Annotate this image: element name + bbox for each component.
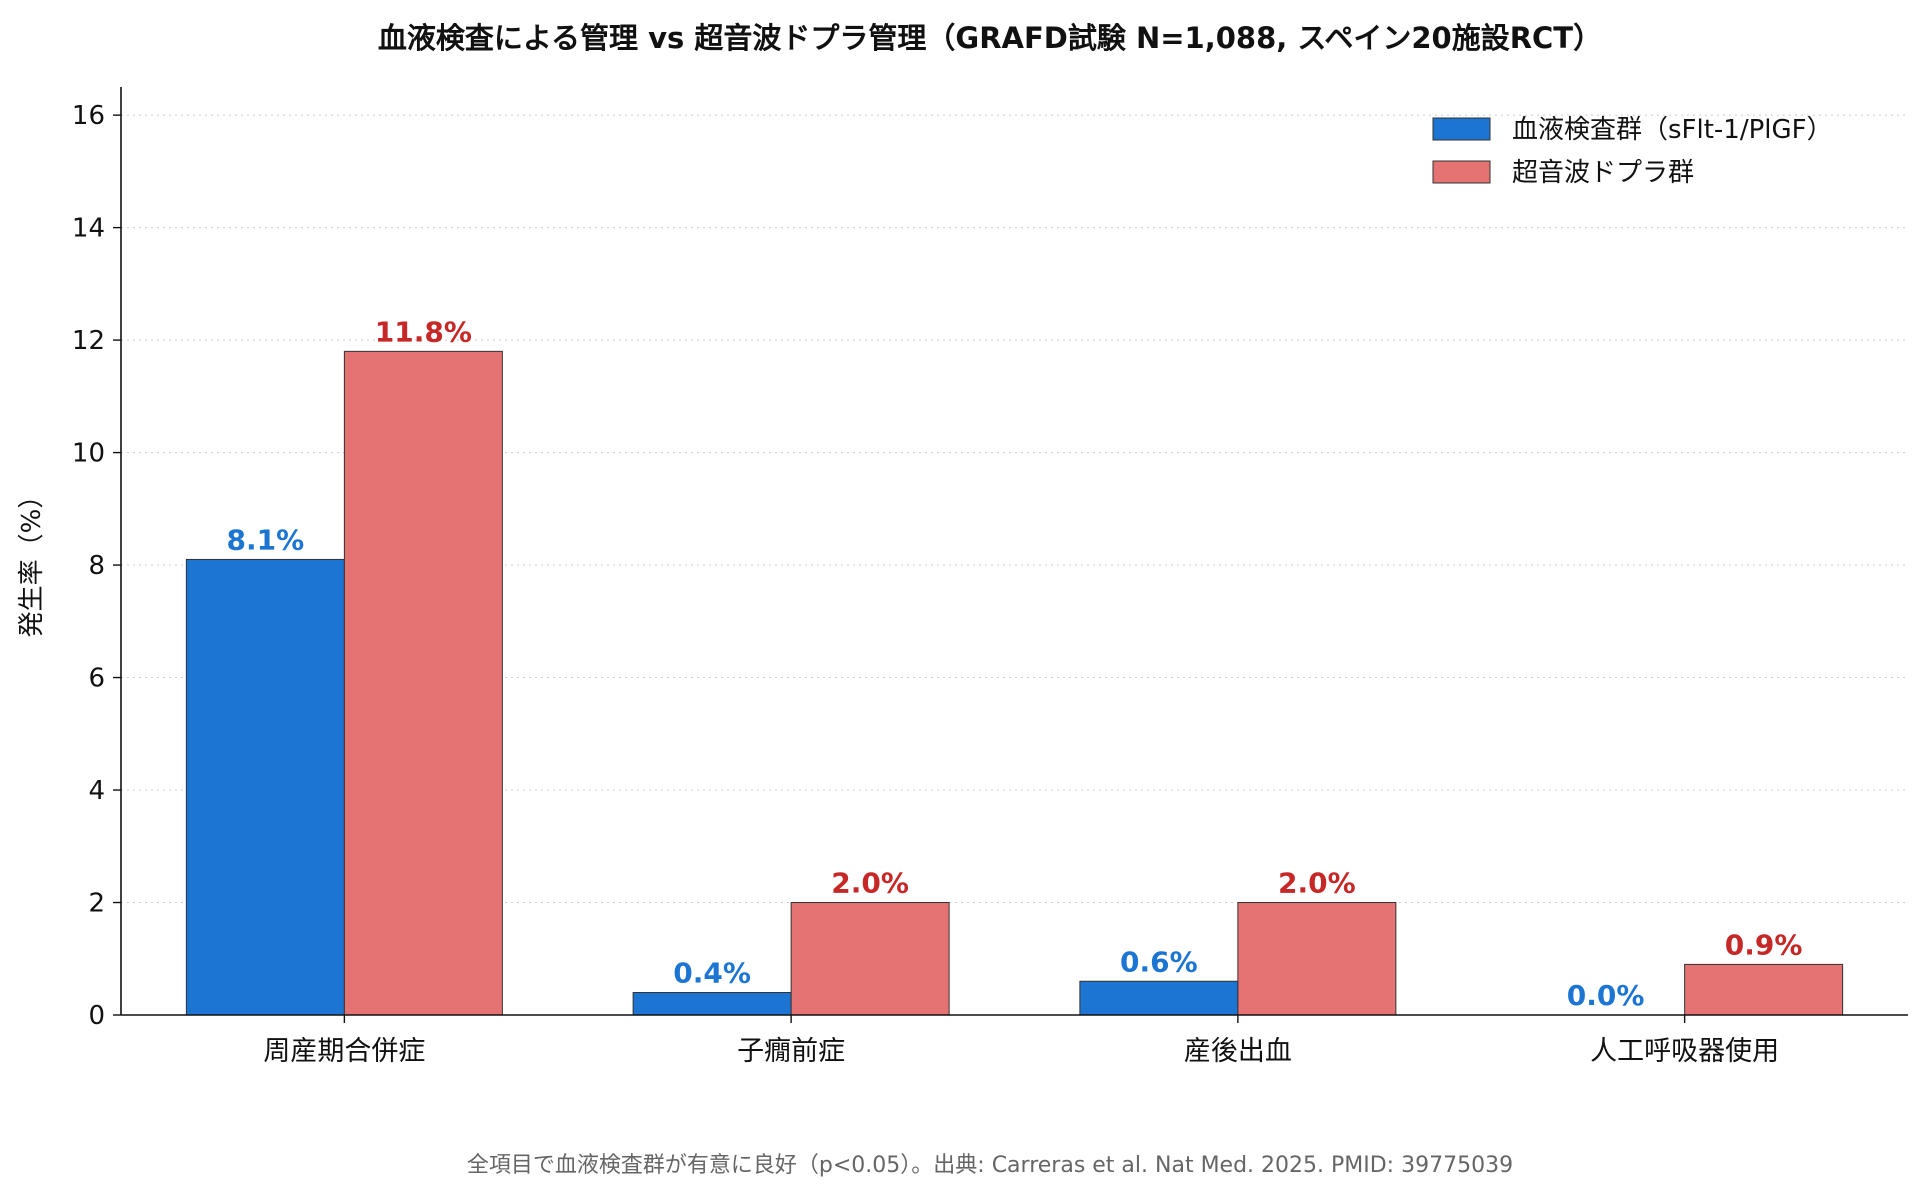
grid-lines — [121, 114, 1908, 904]
y-tick-label: 4 — [88, 776, 105, 806]
y-ticks: 0 2 4 6 8 10 12 14 16 — [72, 101, 121, 1031]
data-label: 0.4% — [673, 957, 751, 990]
y-tick-label: 0 — [88, 1001, 105, 1031]
y-axis-label: 発生率（%） — [17, 483, 47, 638]
y-tick-label: 12 — [72, 326, 105, 356]
legend-swatch-doppler — [1432, 160, 1491, 184]
legend: 血液検査群（sFlt-1/PlGF） 超音波ドプラ群 — [1432, 115, 1833, 188]
x-tick-label: 子癇前症 — [737, 1036, 845, 1067]
legend-label-doppler: 超音波ドプラ群 — [1512, 158, 1694, 188]
x-tick-label: 周産期合併症 — [263, 1036, 425, 1067]
bar-doppler — [790, 902, 950, 1016]
data-label: 2.0% — [1278, 867, 1356, 900]
data-label: 2.0% — [831, 867, 909, 900]
y-tick-label: 8 — [88, 551, 105, 581]
x-ticks: 周産期合併症 子癇前症 産後出血 人工呼吸器使用 — [263, 1015, 1779, 1067]
bar-blood — [1079, 980, 1239, 1016]
chart-title: 血液検査による管理 vs 超音波ドプラ管理（GRAFD試験 N=1,088, ス… — [378, 21, 1602, 55]
bar-doppler — [1684, 963, 1844, 1016]
legend-swatch-blood — [1432, 117, 1491, 141]
bar-doppler — [1237, 902, 1397, 1016]
footnote: 全項目で血液検査群が有意に良好（p<0.05）。出典: Carreras et … — [467, 1153, 1513, 1178]
data-label: 0.0% — [1567, 979, 1645, 1012]
legend-label-blood: 血液検査群（sFlt-1/PlGF） — [1512, 115, 1833, 145]
y-tick-label: 14 — [72, 214, 105, 244]
data-label: 11.8% — [375, 315, 472, 348]
data-labels: 8.1% 11.8% 0.4% 2.0% 0.6% 2.0% 0.0% 0.9% — [227, 315, 1803, 1012]
y-tick-label: 2 — [88, 889, 105, 919]
data-label: 0.6% — [1120, 945, 1198, 978]
bar-blood — [632, 992, 792, 1016]
bar-blood — [185, 558, 345, 1016]
data-label: 0.9% — [1725, 928, 1803, 961]
y-tick-label: 16 — [72, 101, 105, 131]
data-label: 8.1% — [227, 523, 305, 556]
bars — [185, 350, 1844, 1016]
x-tick-label: 人工呼吸器使用 — [1590, 1036, 1779, 1067]
axes — [120, 87, 1908, 1016]
y-tick-label: 6 — [88, 664, 105, 694]
bar-doppler — [343, 350, 503, 1016]
y-tick-label: 10 — [72, 439, 105, 469]
x-tick-label: 産後出血 — [1184, 1036, 1292, 1067]
